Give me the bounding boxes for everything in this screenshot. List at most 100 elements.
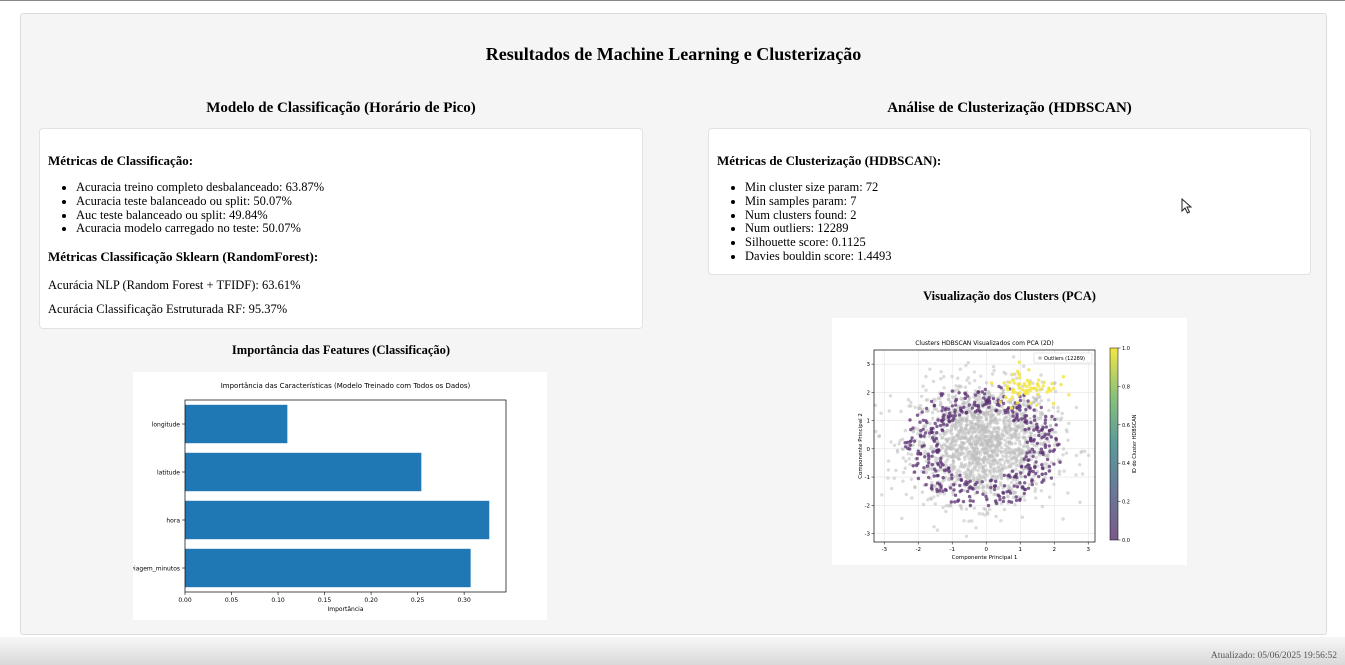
outlier-point (959, 420, 963, 424)
outlier-point (1009, 480, 1014, 485)
outlier-point (945, 440, 949, 444)
cluster-0-point (940, 409, 944, 413)
x-tick-label: 1 (1018, 547, 1022, 553)
outlier-point (997, 426, 1001, 430)
outlier-point (1074, 473, 1078, 477)
outlier-point (1034, 455, 1038, 460)
x-tick-label: 0.25 (411, 597, 425, 604)
outlier-point (1008, 455, 1012, 459)
x-tick-label: 2 (1052, 547, 1056, 553)
cluster-0-point (959, 408, 963, 412)
cluster-0-point (1035, 422, 1039, 427)
cluster-0-point (935, 487, 939, 492)
cluster-0-point (998, 497, 1002, 502)
outlier-point (892, 443, 897, 447)
cluster-1-point (1031, 386, 1035, 391)
outlier-point (1001, 454, 1005, 458)
outlier-point (944, 431, 949, 435)
cluster-0-point (1027, 463, 1031, 467)
cluster-0-point (982, 396, 986, 400)
x-tick-label: 0 (984, 547, 988, 553)
outlier-point (973, 458, 977, 462)
outlier-point (1061, 517, 1065, 521)
outlier-point (983, 469, 987, 473)
cluster-0-point (916, 452, 920, 456)
outlier-point (1003, 438, 1007, 442)
cluster-0-point (926, 475, 931, 480)
outlier-point (931, 471, 935, 475)
outlier-point (1047, 408, 1051, 413)
outlier-point (976, 460, 980, 464)
cluster-0-point (953, 414, 957, 418)
cluster-0-point (1034, 471, 1038, 476)
cluster-0-point (1035, 441, 1039, 446)
y-tick-label: 0 (867, 447, 871, 453)
outlier-point (977, 395, 981, 399)
outlier-point (924, 388, 928, 392)
cluster-0-point (922, 466, 926, 470)
outlier-point (1001, 391, 1005, 395)
cluster-0-point (1023, 428, 1027, 432)
cluster-0-point (945, 423, 949, 427)
outlier-point (953, 439, 957, 443)
cluster-0-point (1011, 410, 1015, 414)
metric-item: Num outliers: 12289 (745, 222, 1302, 236)
cluster-0-point (1039, 405, 1043, 410)
outlier-point (1048, 495, 1052, 499)
outlier-point (939, 377, 943, 381)
feature-importance-title: Importância das Features (Classificação) (231, 343, 451, 357)
cluster-1-point (1012, 381, 1016, 385)
outlier-point (993, 492, 997, 496)
cluster-0-point (1046, 432, 1051, 436)
cluster-0-point (903, 445, 908, 449)
cluster-0-point (960, 488, 964, 492)
cluster-0-point (961, 499, 966, 504)
cluster-0-point (1006, 410, 1010, 414)
cluster-0-point (1043, 443, 1048, 447)
cluster-1-point (1037, 378, 1041, 382)
outlier-point (1051, 405, 1055, 409)
cluster-0-point (930, 483, 934, 488)
cluster-0-point (987, 405, 991, 409)
cluster-0-point (929, 399, 934, 404)
cluster-0-point (985, 497, 989, 502)
outlier-point (951, 445, 955, 449)
outlier-point (1007, 424, 1012, 428)
y-tick-label: -1 (865, 475, 870, 481)
colorbar-tick-label: 0.6 (1122, 423, 1130, 429)
outlier-point (999, 446, 1004, 450)
outlier-point (954, 474, 958, 479)
cluster-0-point (1058, 460, 1062, 464)
chart-title: Importância das Características (Modelo … (221, 382, 471, 390)
cluster-1-point (1017, 360, 1021, 364)
outlier-point (1013, 503, 1017, 507)
outlier-point (933, 502, 937, 506)
outlier-point (972, 370, 977, 374)
outlier-point (949, 400, 953, 404)
outlier-point (1001, 388, 1005, 392)
outlier-point (1003, 455, 1008, 459)
outlier-point (932, 407, 937, 411)
outlier-point (1013, 441, 1017, 446)
outlier-point (1008, 447, 1012, 451)
cluster-0-point (916, 449, 920, 453)
outlier-point (992, 474, 996, 478)
outlier-point (999, 519, 1003, 523)
outlier-point (1045, 462, 1049, 467)
outlier-point (984, 439, 988, 444)
cluster-0-point (987, 401, 992, 405)
cluster-0-point (911, 464, 915, 468)
cluster-0-point (954, 403, 958, 407)
outlier-point (970, 436, 974, 440)
cluster-0-point (915, 456, 919, 461)
outlier-point (1016, 449, 1020, 453)
colorbar-tick-label: 1.0 (1122, 346, 1130, 352)
outlier-point (951, 452, 955, 456)
outlier-point (938, 403, 943, 408)
clustering-title: Análise de Clusterização (HDBSCAN) (887, 100, 1132, 116)
outlier-point (923, 449, 927, 454)
bar-viagem_minutos (185, 548, 471, 588)
cluster-0-point (982, 392, 987, 396)
cluster-0-point (950, 476, 954, 480)
cluster-0-point (1047, 444, 1051, 448)
